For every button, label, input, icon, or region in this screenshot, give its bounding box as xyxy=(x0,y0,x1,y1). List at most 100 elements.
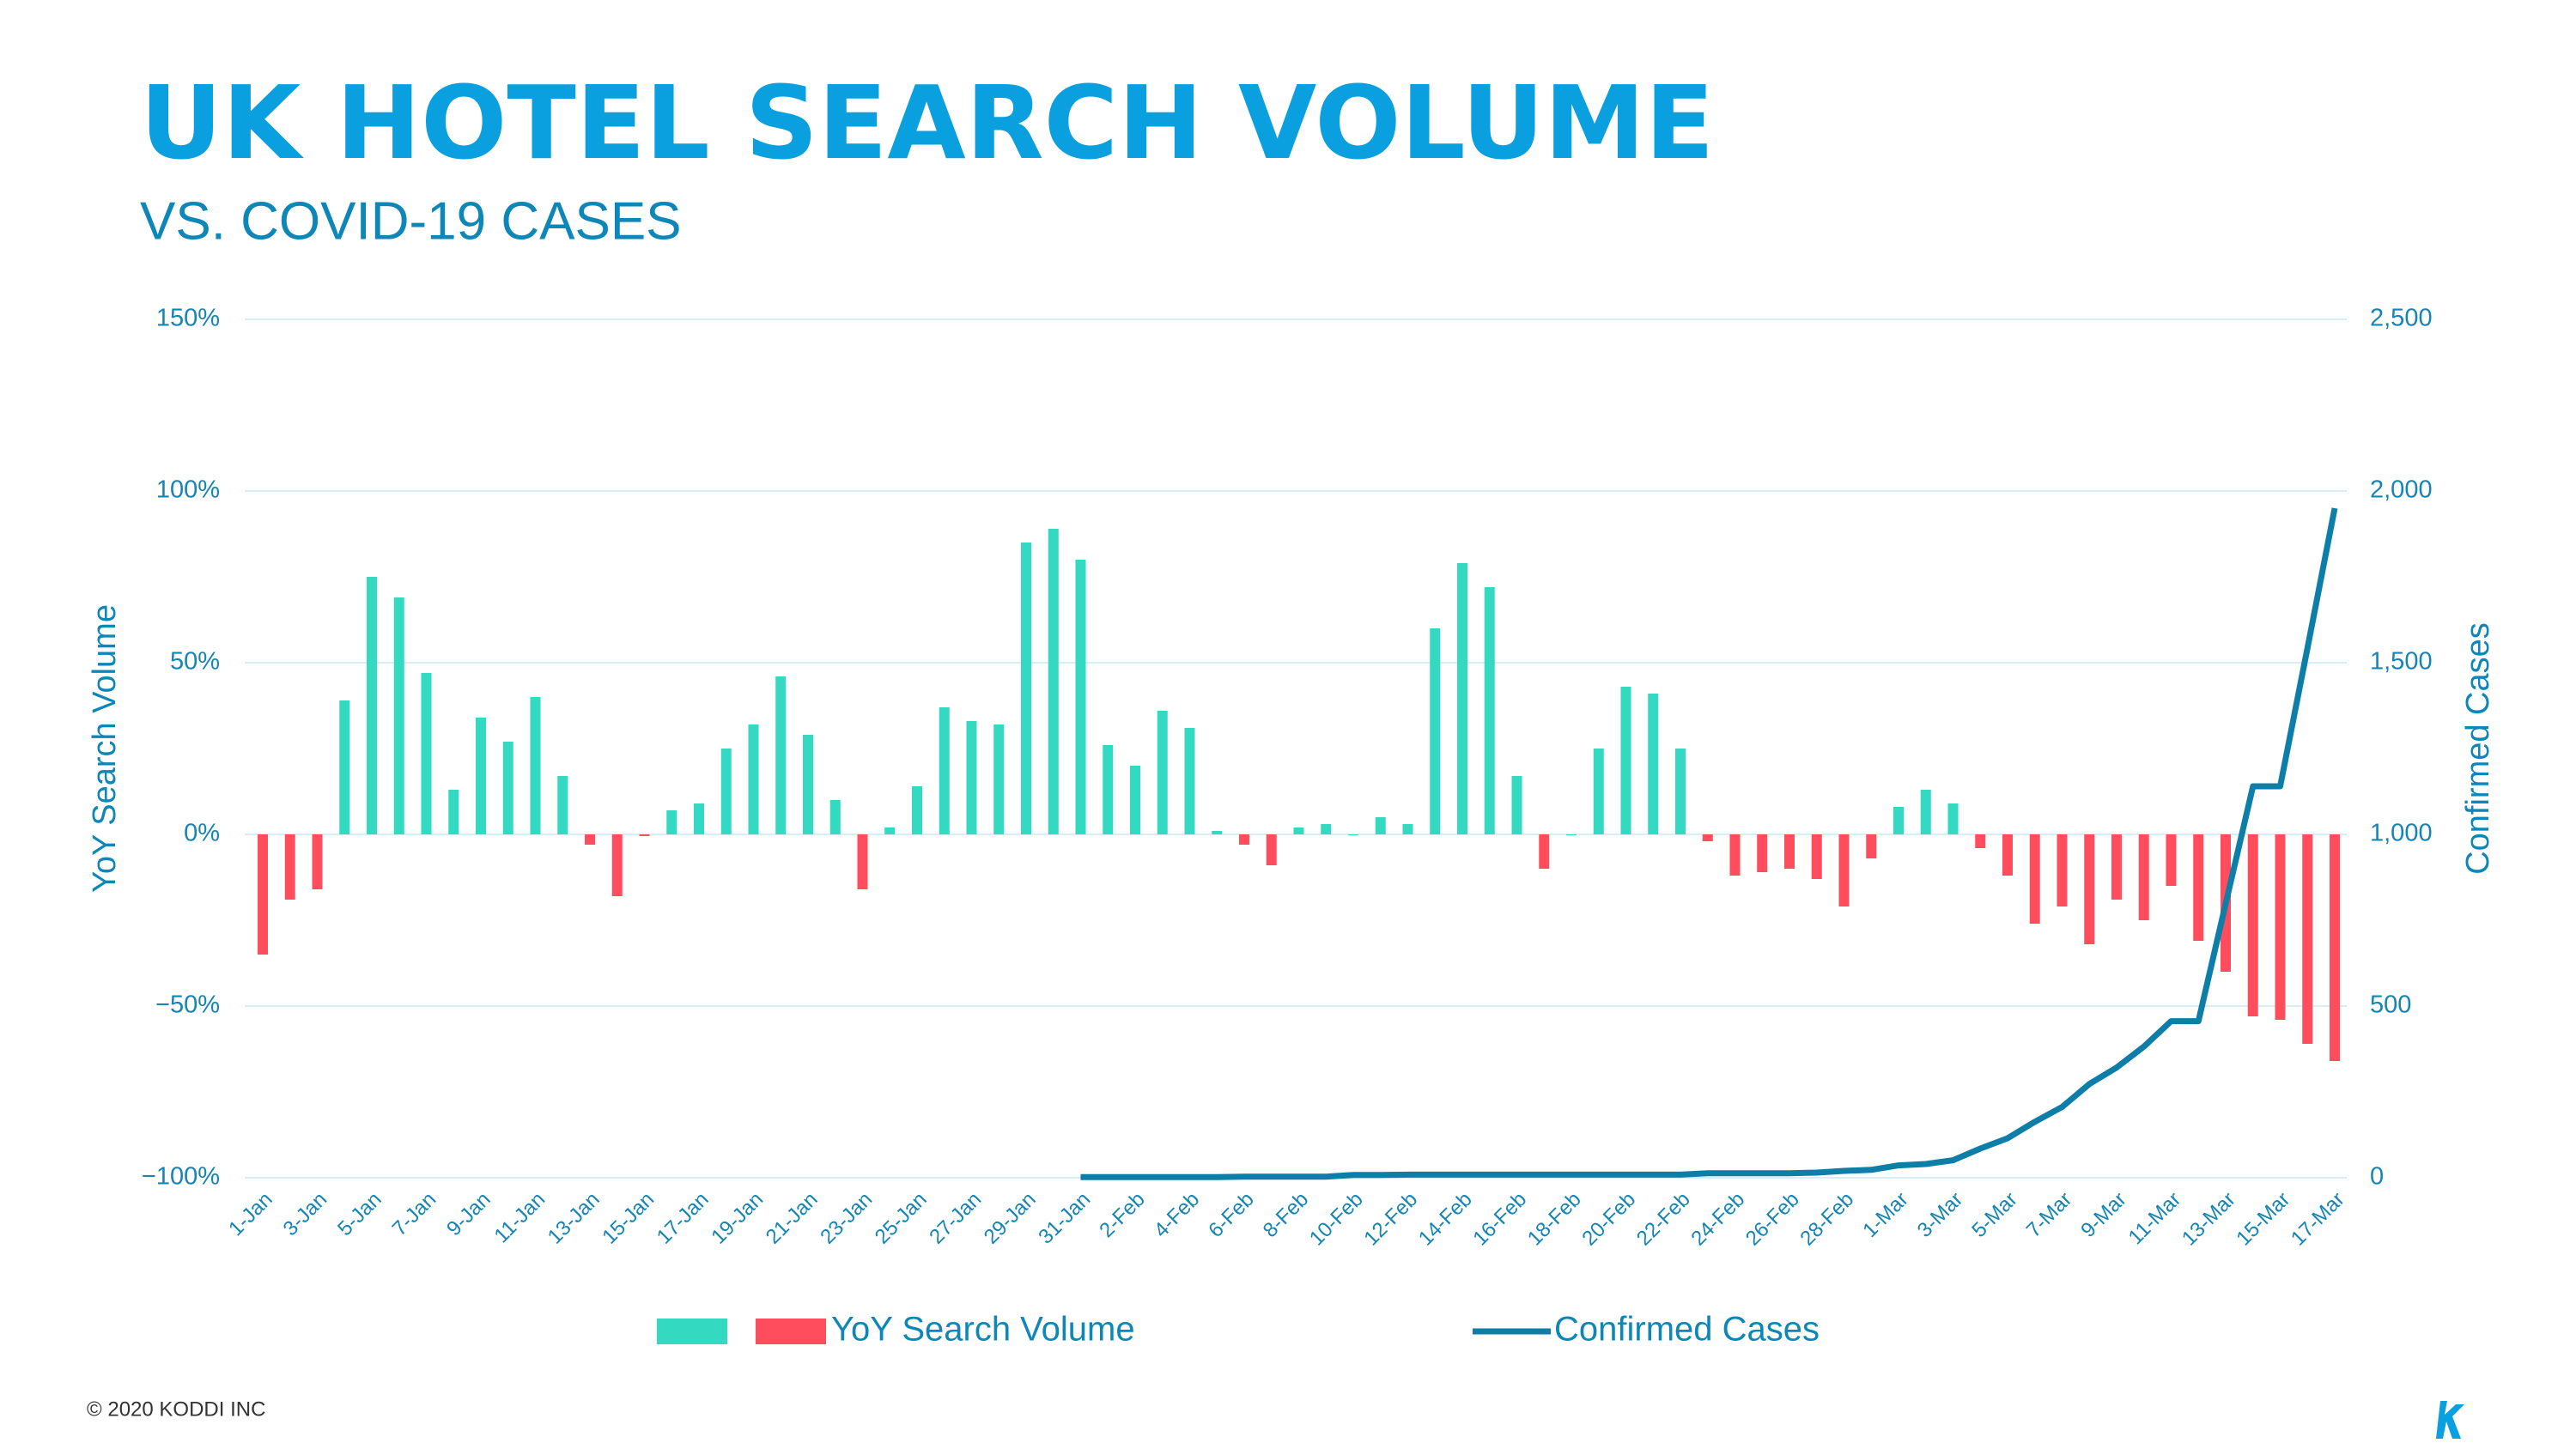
bar xyxy=(1593,749,1604,834)
bar xyxy=(2330,834,2340,1061)
bar xyxy=(1375,817,1386,834)
bar xyxy=(2138,834,2149,920)
bar xyxy=(1103,745,1114,834)
bar xyxy=(993,724,1005,834)
x-tick-label: 11-Jan xyxy=(490,1188,550,1248)
x-tick-label: 2-Feb xyxy=(1095,1188,1149,1242)
bar xyxy=(502,742,513,834)
x-tick-label: 16-Feb xyxy=(1468,1188,1531,1251)
bar xyxy=(2029,834,2040,924)
y-tick-label: 50% xyxy=(170,648,220,676)
bar xyxy=(1402,824,1413,834)
x-tick-label: 17-Jan xyxy=(653,1188,714,1249)
bar xyxy=(1893,807,1904,834)
bar xyxy=(1130,766,1140,834)
x-tick-label: 12-Feb xyxy=(1359,1188,1422,1251)
x-tick-label: 5-Jan xyxy=(333,1188,386,1241)
bar xyxy=(939,707,950,834)
x-tick-label: 21-Jan xyxy=(762,1188,823,1249)
x-tick-label: 19-Jan xyxy=(707,1188,768,1249)
bar xyxy=(2247,834,2258,1016)
bar xyxy=(2166,834,2177,886)
bar xyxy=(367,577,377,834)
bar xyxy=(1157,711,1168,834)
y-tick-label: −50% xyxy=(155,991,220,1019)
x-tick-label: 13-Mar xyxy=(2178,1188,2240,1251)
bar xyxy=(666,810,677,834)
bar xyxy=(1838,834,1850,906)
y2-axis-title: Confirmed Cases xyxy=(2460,622,2496,875)
x-tick-label: 4-Feb xyxy=(1150,1188,1204,1242)
line xyxy=(1080,507,2338,1180)
bar xyxy=(966,721,977,834)
legend-swatch xyxy=(756,1319,826,1344)
bar xyxy=(1348,834,1358,835)
bar xyxy=(694,803,704,834)
y2-tick-label: 2,500 xyxy=(2370,305,2433,332)
bar xyxy=(1212,831,1223,834)
bar xyxy=(2193,834,2204,941)
bar xyxy=(1566,834,1577,835)
bar xyxy=(2302,834,2313,1044)
bar xyxy=(1539,834,1550,869)
bar xyxy=(1648,694,1659,834)
bar xyxy=(421,673,432,834)
bar xyxy=(1321,824,1332,834)
footer: © 2020 KODDI INC xyxy=(87,1397,265,1421)
x-tick-label: 23-Jan xyxy=(816,1188,877,1249)
bar xyxy=(720,749,732,834)
x-tick-label: 7-Jan xyxy=(388,1188,441,1241)
x-tick-label: 24-Feb xyxy=(1686,1188,1749,1251)
bar xyxy=(258,834,268,955)
bar xyxy=(884,828,896,834)
bar xyxy=(1620,687,1631,834)
x-tick-label: 15-Jan xyxy=(598,1188,659,1249)
bar xyxy=(1811,834,1822,879)
x-tick-label: 29-Jan xyxy=(980,1188,1041,1249)
y2-tick-label: 2,000 xyxy=(2370,476,2433,504)
bar xyxy=(1430,628,1441,834)
x-tick-label: 28-Feb xyxy=(1795,1188,1858,1251)
bar xyxy=(1021,543,1031,834)
chart-subtitle: VS. COVID-19 CASES xyxy=(140,191,682,251)
bar xyxy=(1266,834,1277,865)
y2-tick-label: 1,500 xyxy=(2370,648,2433,676)
x-tick-label: 6-Feb xyxy=(1204,1188,1258,1242)
bar xyxy=(2002,834,2013,876)
x-tick-label: 15-Mar xyxy=(2232,1188,2294,1251)
legend-label: Confirmed Cases xyxy=(1554,1311,1820,1349)
x-tick-label: 31-Jan xyxy=(1034,1188,1095,1249)
x-tick-label: 17-Mar xyxy=(2287,1188,2349,1251)
bar xyxy=(1511,776,1522,834)
bar xyxy=(829,800,841,834)
y-tick-label: 100% xyxy=(156,476,220,504)
x-tick-label: 11-Mar xyxy=(2124,1188,2186,1250)
bar xyxy=(448,790,459,834)
x-tick-label: 26-Feb xyxy=(1741,1188,1804,1251)
bar xyxy=(1947,803,1959,834)
legend-label: YoY Search Volume xyxy=(831,1311,1135,1349)
bar xyxy=(284,834,295,900)
chart-title: UK HOTEL SEARCH VOLUME xyxy=(140,64,1714,182)
x-tick-label: 5-Mar xyxy=(1967,1188,2021,1242)
bar xyxy=(585,834,595,845)
bar xyxy=(1866,834,1877,858)
bar xyxy=(1075,560,1086,834)
y-tick-label: 150% xyxy=(156,305,220,332)
bar xyxy=(1975,834,1986,848)
bar xyxy=(803,735,813,834)
x-tick-label: 14-Feb xyxy=(1414,1188,1477,1251)
logo xyxy=(2436,1401,2464,1439)
x-tick-label: 18-Feb xyxy=(1523,1188,1586,1251)
bar xyxy=(393,597,404,834)
bar xyxy=(857,834,868,889)
bar xyxy=(1048,529,1059,834)
x-tick-label: 25-Jan xyxy=(871,1188,932,1249)
y-axis-title: YoY Search Volume xyxy=(87,604,123,893)
bar xyxy=(1293,828,1304,834)
bar xyxy=(2084,834,2095,944)
legend-swatch xyxy=(657,1319,727,1344)
bar xyxy=(639,834,650,836)
y2-tick-label: 500 xyxy=(2370,991,2411,1019)
bar xyxy=(1675,749,1686,834)
